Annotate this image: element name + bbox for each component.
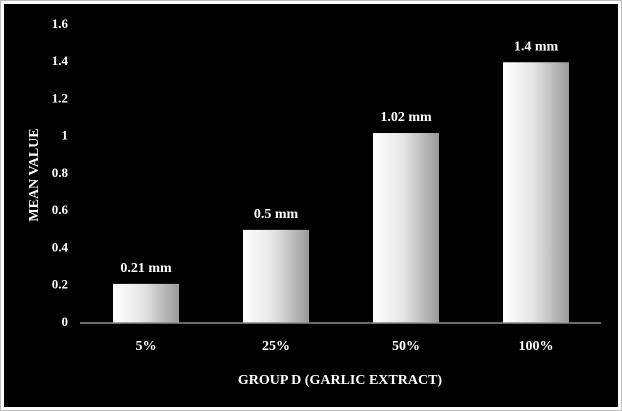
data-label: 1.4 mm: [514, 39, 559, 54]
y-tick-label: 0.4: [52, 239, 69, 254]
y-axis-title: MEAN VALUE: [27, 128, 42, 221]
bar: [503, 62, 569, 323]
y-tick-label: 0.8: [52, 165, 69, 180]
x-tick-label: 5%: [136, 339, 157, 354]
y-tick-label: 1.4: [52, 53, 69, 68]
bar: [243, 229, 309, 323]
y-tick-label: 1.6: [52, 16, 69, 31]
y-tick-label: 1: [62, 128, 69, 143]
x-tick-label: 25%: [262, 339, 290, 354]
bar: [373, 133, 439, 323]
data-label: 0.21 mm: [120, 261, 172, 276]
x-tick-label: 50%: [392, 339, 420, 354]
y-tick-label: 1.2: [52, 90, 68, 105]
bar: [113, 283, 179, 323]
x-tick-label: 100%: [519, 339, 554, 354]
y-tick-label: 0: [62, 314, 69, 329]
y-tick-label: 0.2: [52, 277, 68, 292]
data-label: 0.5 mm: [254, 207, 299, 222]
data-label: 1.02 mm: [380, 110, 432, 125]
y-tick-label: 0.6: [52, 202, 69, 217]
x-axis-title: GROUP D (GARLIC EXTRACT): [238, 373, 443, 388]
